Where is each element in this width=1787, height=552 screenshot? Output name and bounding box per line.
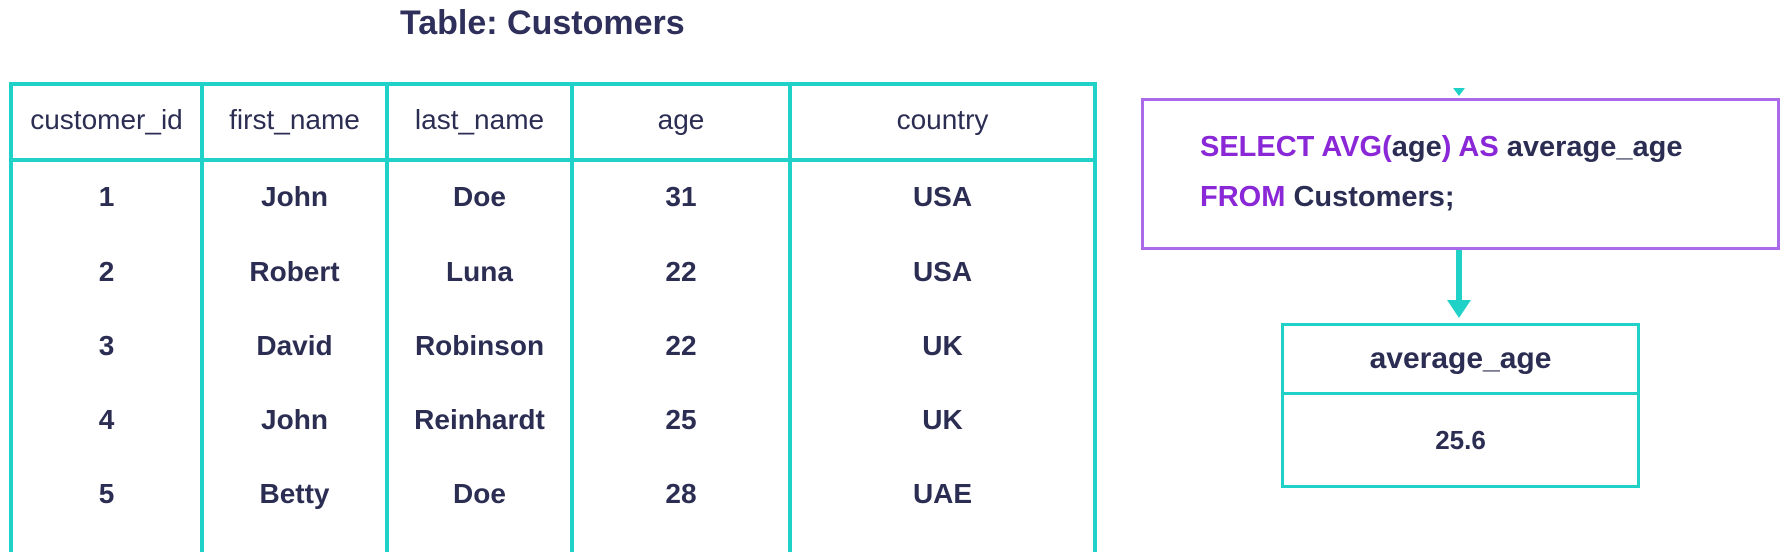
table-cell: Doe bbox=[453, 478, 506, 509]
table-cell: 22 bbox=[665, 256, 697, 287]
table-cell: 22 bbox=[665, 330, 697, 361]
keyword: FROM bbox=[1200, 181, 1294, 213]
table-cell: 5 bbox=[98, 478, 115, 509]
table-cell: USA bbox=[912, 181, 973, 212]
result-table: average_age 25.6 bbox=[1281, 323, 1640, 488]
sql-query-box: SELECT AVG(age) AS average_age FROM Cust… bbox=[1141, 98, 1780, 250]
table-cell: John bbox=[261, 181, 328, 212]
table-cell: 3 bbox=[98, 330, 115, 361]
arrow-down-icon bbox=[1447, 300, 1471, 318]
table-title: Table: Customers bbox=[400, 4, 685, 42]
flow-arrow-line bbox=[1456, 250, 1462, 302]
paren: ( bbox=[1382, 131, 1392, 163]
table-cell: John bbox=[261, 404, 328, 435]
column-header-last-name: last_name bbox=[414, 104, 545, 135]
column-header-country: country bbox=[896, 104, 989, 135]
column-divider bbox=[385, 86, 389, 552]
keyword: SELECT AVG bbox=[1200, 131, 1383, 163]
column-divider bbox=[570, 86, 574, 552]
table-cell: 28 bbox=[665, 478, 697, 509]
arrow-tip-marker bbox=[1453, 88, 1465, 96]
paren: ) bbox=[1441, 131, 1452, 163]
result-value: 25.6 bbox=[1435, 425, 1486, 455]
column-header-customer-id: customer_id bbox=[30, 104, 183, 135]
header-divider bbox=[13, 158, 1093, 162]
table-cell: Luna bbox=[446, 256, 513, 287]
table-cell: UAE bbox=[912, 478, 973, 509]
column-header-age: age bbox=[657, 104, 705, 135]
table-cell: David bbox=[256, 330, 333, 361]
table-cell: USA bbox=[912, 256, 973, 287]
argument: age bbox=[1391, 131, 1442, 163]
result-column-header: average_age bbox=[1369, 342, 1552, 375]
column-divider bbox=[200, 86, 204, 552]
table-cell: Reinhardt bbox=[414, 404, 545, 435]
table-cell: UK bbox=[922, 404, 963, 435]
query-line-2: FROM Customers; bbox=[1200, 181, 1455, 214]
table-cell: 4 bbox=[98, 404, 115, 435]
table-cell: Betty bbox=[259, 478, 330, 509]
table-cell: 31 bbox=[665, 181, 697, 212]
table-cell: 1 bbox=[98, 181, 115, 212]
table-name: Customers; bbox=[1293, 181, 1455, 213]
table-cell: UK bbox=[922, 330, 963, 361]
table-cell: 2 bbox=[98, 256, 115, 287]
table-cell: 25 bbox=[665, 404, 697, 435]
customers-table: customer_id first_name last_name age cou… bbox=[9, 82, 1097, 552]
table-cell: Robinson bbox=[414, 330, 545, 361]
keyword: AS bbox=[1451, 131, 1507, 163]
table-cell: Robert bbox=[249, 256, 340, 287]
query-line-1: SELECT AVG(age) AS average_age bbox=[1200, 131, 1682, 164]
alias: average_age bbox=[1506, 131, 1683, 163]
column-divider bbox=[788, 86, 792, 552]
result-header-divider bbox=[1284, 392, 1637, 395]
table-cell: Doe bbox=[453, 181, 506, 212]
column-header-first-name: first_name bbox=[229, 104, 360, 135]
